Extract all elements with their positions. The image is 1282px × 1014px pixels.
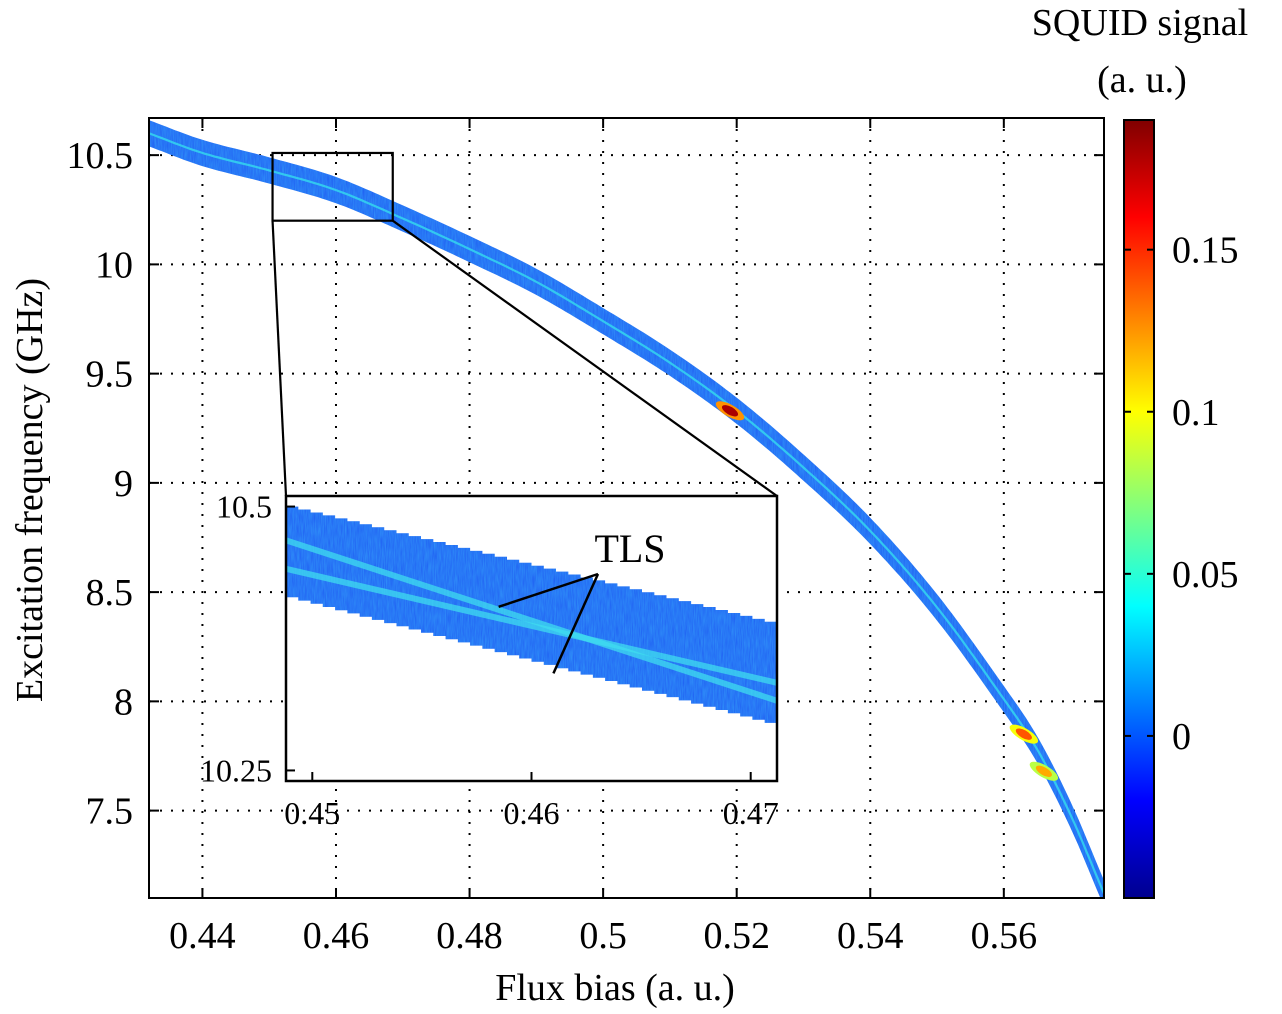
y-tick-label: 8.5 [86,572,134,614]
zoom-indicator [271,151,778,497]
inset-x-tick-label: 0.46 [504,795,560,831]
inset-y-tick-label: 10.5 [216,489,272,525]
inset-x-tick-label: 0.47 [723,795,779,831]
x-tick-label: 0.5 [579,915,627,957]
resonance-highlights [715,401,1059,781]
highlight-point [1015,728,1032,740]
highlight-point [1035,765,1052,777]
main-plot-frame [148,117,1105,899]
tls-annotation-pointers [498,572,600,674]
colorbar-tick-label: 0.15 [1172,230,1239,272]
inset-x-ticks: 0.45 0.46 0.47 [284,772,779,831]
inset-band-noise [286,506,777,727]
zoom-connector-left [271,220,288,497]
colorbar: 0 0.05 0.1 0.15 SQUID signal (a. u.) [1032,2,1248,899]
y-axis-label: Excitation frequency (GHz) [9,278,51,702]
x-tick-label: 0.56 [971,915,1038,957]
resonance-center-line [149,132,1104,895]
main-y-ticks: 7.5 8 8.5 9 9.5 10 10.5 [67,135,1104,833]
inset-plot: 0.45 0.46 0.47 10.25 10.5 TLS [200,489,779,831]
main-x-ticks: 0.44 0.46 0.48 0.5 0.52 0.54 0.56 [169,118,1037,957]
x-tick-label: 0.44 [169,915,236,957]
inset-x-tick-label: 0.45 [284,795,340,831]
x-axis-label: Flux bias (a. u.) [495,967,735,1009]
inset-resonance-line [286,565,777,686]
y-tick-label: 10.5 [67,135,134,177]
x-tick-label: 0.54 [837,915,904,957]
inset-resonance-lines [286,537,777,704]
x-tick-label: 0.46 [303,915,370,957]
tls-pointer-line [552,573,600,674]
y-tick-label: 10 [95,244,133,286]
colorbar-tick-label: 0 [1172,716,1191,758]
colorbar-gradient [1123,119,1155,899]
colorbar-title-line1: SQUID signal [1032,2,1248,44]
zoom-connector-right [392,219,778,497]
x-tick-label: 0.52 [703,915,770,957]
inset-resonance-line [286,537,777,704]
inset-y-ticks: 10.25 10.5 [200,489,295,788]
tls-pointer-line [498,572,599,609]
inset-y-tick-label: 10.25 [200,752,272,788]
highlight-point [721,405,739,417]
tls-annotation-label: TLS [594,526,665,571]
y-tick-label: 8 [114,681,133,723]
y-tick-label: 9 [114,463,133,505]
colorbar-ticks: 0 0.05 0.1 0.15 [1124,230,1239,758]
x-tick-label: 0.48 [436,915,503,957]
y-tick-label: 7.5 [86,791,134,833]
y-tick-label: 9.5 [86,354,134,396]
colorbar-tick-label: 0.05 [1172,554,1239,596]
zoom-box [271,151,394,222]
colorbar-tick-label: 0.1 [1172,392,1220,434]
colorbar-title-line2: (a. u.) [1097,59,1187,101]
